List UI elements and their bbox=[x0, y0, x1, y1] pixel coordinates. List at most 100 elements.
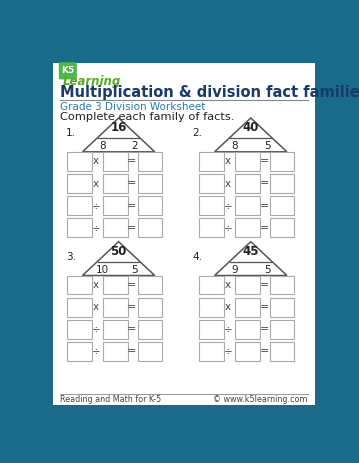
Text: x: x bbox=[93, 280, 99, 290]
Text: =: = bbox=[260, 223, 269, 233]
Text: ÷: ÷ bbox=[92, 200, 100, 211]
Text: ÷: ÷ bbox=[224, 200, 232, 211]
Text: 10: 10 bbox=[96, 265, 109, 275]
FancyBboxPatch shape bbox=[103, 152, 128, 171]
Text: K5: K5 bbox=[61, 66, 74, 75]
Text: 50: 50 bbox=[111, 244, 127, 257]
FancyBboxPatch shape bbox=[236, 174, 260, 193]
FancyBboxPatch shape bbox=[103, 219, 128, 237]
Text: x: x bbox=[93, 302, 99, 312]
FancyBboxPatch shape bbox=[137, 196, 162, 215]
Text: Learning: Learning bbox=[63, 75, 121, 88]
FancyBboxPatch shape bbox=[53, 63, 315, 405]
FancyBboxPatch shape bbox=[236, 219, 260, 237]
Text: Grade 3 Division Worksheet: Grade 3 Division Worksheet bbox=[60, 101, 206, 112]
FancyBboxPatch shape bbox=[103, 320, 128, 338]
Text: Multiplication & division fact families: Multiplication & division fact families bbox=[60, 86, 359, 100]
FancyBboxPatch shape bbox=[270, 219, 294, 237]
Text: ÷: ÷ bbox=[224, 325, 232, 334]
FancyBboxPatch shape bbox=[199, 152, 224, 171]
Text: =: = bbox=[127, 179, 137, 188]
Text: 5: 5 bbox=[264, 141, 270, 151]
Text: 16: 16 bbox=[111, 121, 127, 134]
Text: ÷: ÷ bbox=[224, 223, 232, 233]
Text: =: = bbox=[260, 179, 269, 188]
Text: x: x bbox=[93, 156, 99, 166]
Text: 5: 5 bbox=[131, 265, 138, 275]
Text: ÷: ÷ bbox=[92, 346, 100, 357]
FancyBboxPatch shape bbox=[137, 276, 162, 294]
Text: =: = bbox=[260, 156, 269, 166]
Text: Reading and Math for K-5: Reading and Math for K-5 bbox=[60, 395, 162, 404]
Text: =: = bbox=[127, 200, 137, 211]
Text: ÷: ÷ bbox=[224, 346, 232, 357]
FancyBboxPatch shape bbox=[67, 342, 92, 361]
FancyBboxPatch shape bbox=[137, 174, 162, 193]
FancyBboxPatch shape bbox=[199, 276, 224, 294]
FancyBboxPatch shape bbox=[270, 152, 294, 171]
Text: x: x bbox=[225, 302, 231, 312]
Text: 45: 45 bbox=[243, 244, 259, 257]
Text: Complete each family of facts.: Complete each family of facts. bbox=[60, 112, 234, 122]
FancyBboxPatch shape bbox=[270, 320, 294, 338]
Text: 5: 5 bbox=[264, 265, 270, 275]
Text: 2.: 2. bbox=[192, 128, 202, 138]
FancyBboxPatch shape bbox=[59, 63, 77, 80]
FancyBboxPatch shape bbox=[199, 219, 224, 237]
Text: =: = bbox=[127, 302, 137, 312]
Text: 8: 8 bbox=[231, 141, 238, 151]
FancyBboxPatch shape bbox=[236, 152, 260, 171]
FancyBboxPatch shape bbox=[137, 152, 162, 171]
FancyBboxPatch shape bbox=[236, 298, 260, 317]
FancyBboxPatch shape bbox=[67, 320, 92, 338]
FancyBboxPatch shape bbox=[67, 298, 92, 317]
Text: =: = bbox=[127, 156, 137, 166]
FancyBboxPatch shape bbox=[270, 196, 294, 215]
Text: =: = bbox=[127, 280, 137, 290]
FancyBboxPatch shape bbox=[67, 196, 92, 215]
FancyBboxPatch shape bbox=[270, 342, 294, 361]
FancyBboxPatch shape bbox=[199, 298, 224, 317]
FancyBboxPatch shape bbox=[236, 276, 260, 294]
FancyBboxPatch shape bbox=[103, 174, 128, 193]
Text: =: = bbox=[260, 280, 269, 290]
FancyBboxPatch shape bbox=[270, 174, 294, 193]
Text: =: = bbox=[260, 200, 269, 211]
Text: =: = bbox=[260, 346, 269, 357]
Text: =: = bbox=[127, 325, 137, 334]
Text: 2: 2 bbox=[131, 141, 138, 151]
Text: 9: 9 bbox=[231, 265, 238, 275]
FancyBboxPatch shape bbox=[199, 342, 224, 361]
FancyBboxPatch shape bbox=[236, 342, 260, 361]
FancyBboxPatch shape bbox=[137, 342, 162, 361]
Text: x: x bbox=[93, 179, 99, 188]
FancyBboxPatch shape bbox=[236, 196, 260, 215]
Text: x: x bbox=[225, 179, 231, 188]
FancyBboxPatch shape bbox=[137, 219, 162, 237]
FancyBboxPatch shape bbox=[199, 196, 224, 215]
Text: 4.: 4. bbox=[192, 252, 202, 262]
FancyBboxPatch shape bbox=[137, 320, 162, 338]
FancyBboxPatch shape bbox=[199, 174, 224, 193]
FancyBboxPatch shape bbox=[270, 298, 294, 317]
FancyBboxPatch shape bbox=[199, 320, 224, 338]
FancyBboxPatch shape bbox=[103, 298, 128, 317]
Text: 3.: 3. bbox=[66, 252, 76, 262]
Text: 1.: 1. bbox=[66, 128, 76, 138]
FancyBboxPatch shape bbox=[236, 320, 260, 338]
Text: 8: 8 bbox=[99, 141, 106, 151]
Text: =: = bbox=[127, 346, 137, 357]
Text: =: = bbox=[127, 223, 137, 233]
Text: ÷: ÷ bbox=[92, 325, 100, 334]
FancyBboxPatch shape bbox=[103, 196, 128, 215]
Text: © www.k5learning.com: © www.k5learning.com bbox=[213, 395, 308, 404]
FancyBboxPatch shape bbox=[103, 342, 128, 361]
Text: =: = bbox=[260, 325, 269, 334]
FancyBboxPatch shape bbox=[67, 219, 92, 237]
Text: ÷: ÷ bbox=[92, 223, 100, 233]
Text: =: = bbox=[260, 302, 269, 312]
FancyBboxPatch shape bbox=[67, 152, 92, 171]
FancyBboxPatch shape bbox=[137, 298, 162, 317]
Text: 40: 40 bbox=[243, 121, 259, 134]
Text: x: x bbox=[225, 156, 231, 166]
